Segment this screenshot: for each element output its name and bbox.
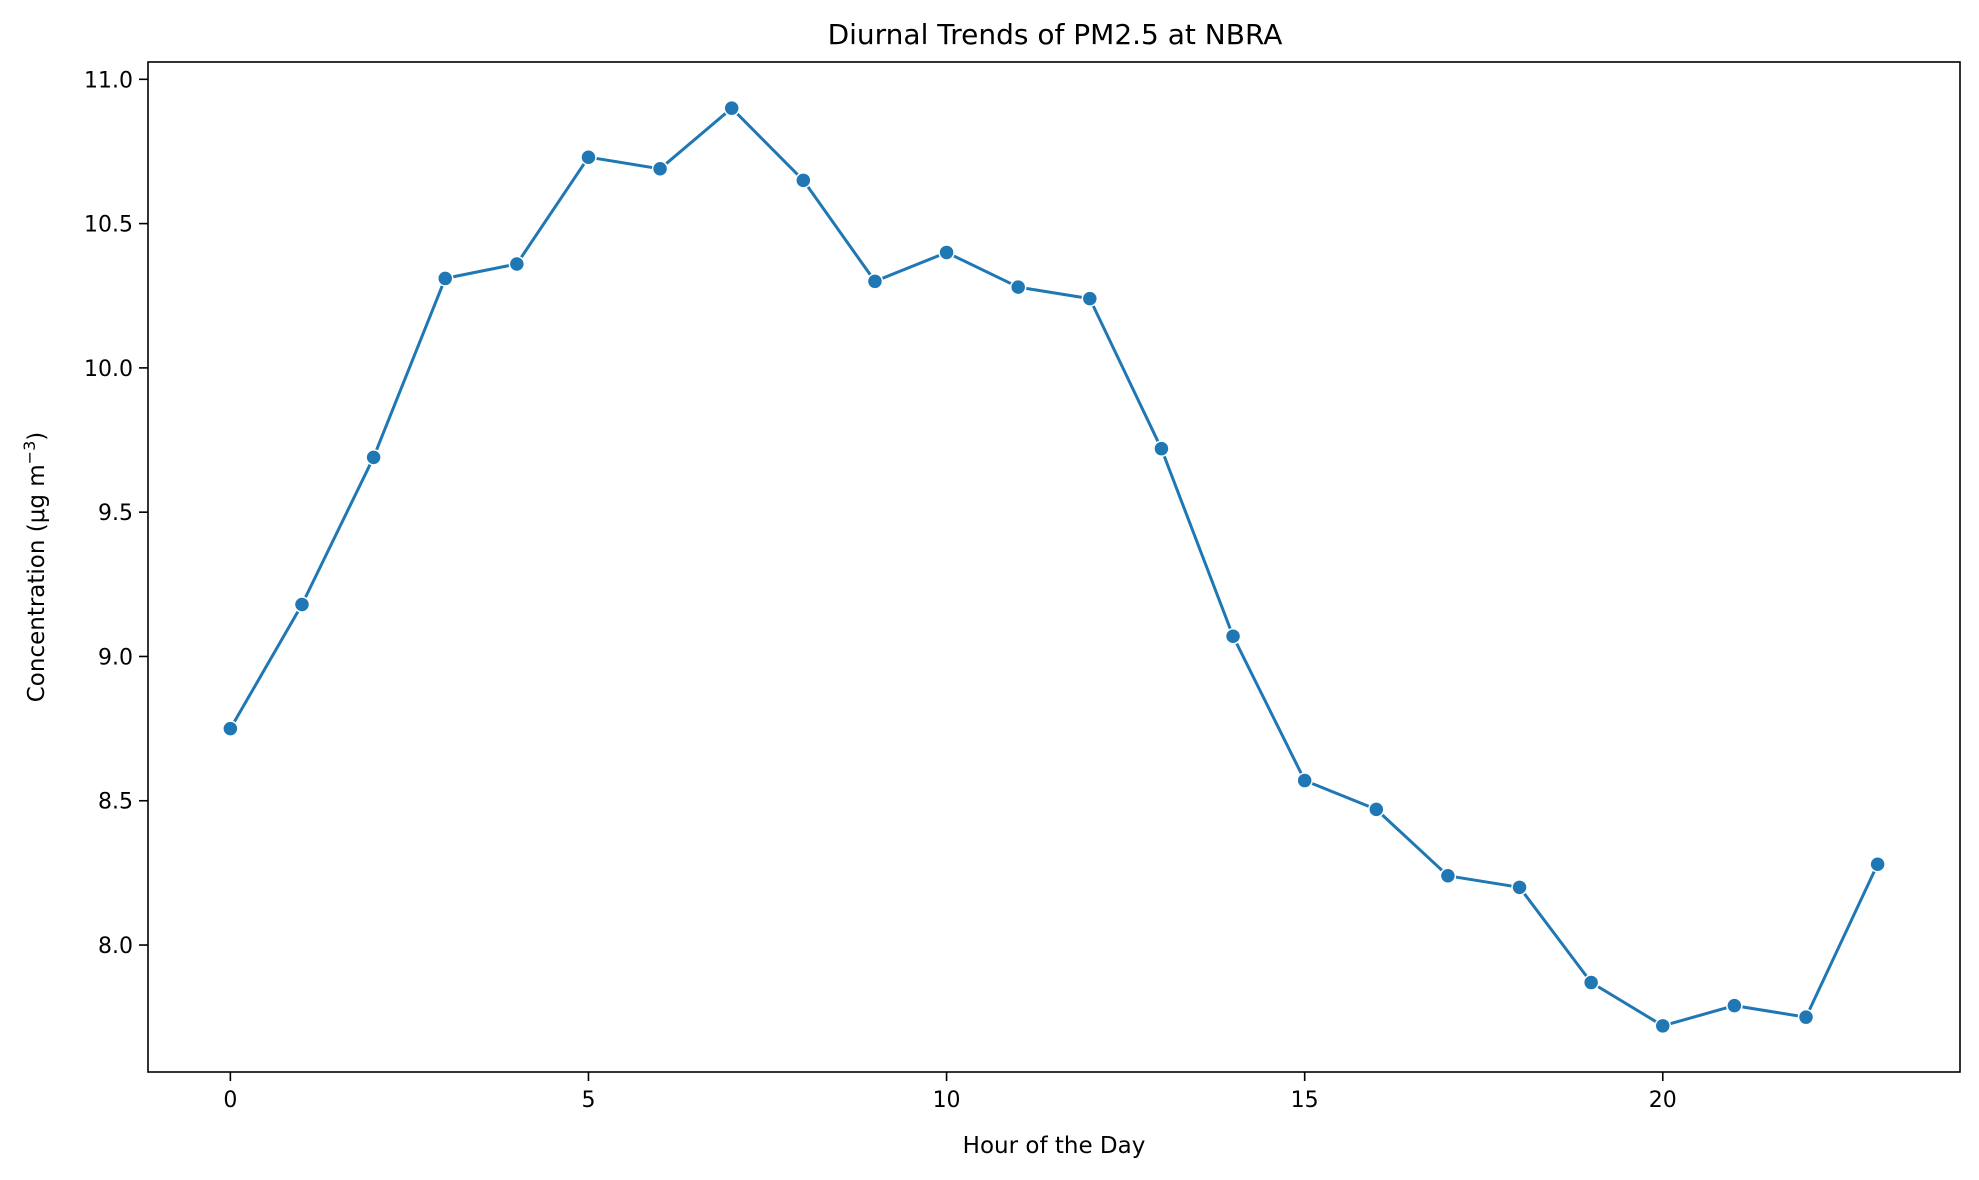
- data-point: [508, 255, 526, 273]
- chart-title: Diurnal Trends of PM2.5 at NBRA: [828, 18, 1283, 51]
- data-point: [938, 244, 955, 261]
- data-point: [1009, 278, 1027, 296]
- y-tick-label: 8.5: [98, 790, 133, 815]
- data-point: [293, 596, 311, 613]
- series-line: [229, 106, 1879, 1028]
- plot-area-frame: [147, 61, 1961, 1073]
- data-point: [1081, 290, 1099, 307]
- x-tick-label: 0: [223, 1088, 237, 1113]
- data-point: [1224, 628, 1242, 645]
- data-point: [1511, 879, 1528, 896]
- data-point: [651, 160, 669, 178]
- y-tick-label: 9.0: [98, 645, 133, 670]
- data-point: [723, 99, 740, 117]
- data-point: [1153, 440, 1170, 457]
- data-point: [1726, 997, 1743, 1014]
- y-tick-label: 10.5: [84, 213, 133, 238]
- series-layer: [222, 99, 1886, 1035]
- x-tick-label: 20: [1649, 1088, 1677, 1113]
- y-axis-label-close: ): [24, 432, 50, 441]
- data-point: [1368, 801, 1385, 818]
- x-tick-label: 10: [933, 1088, 961, 1113]
- data-point: [365, 449, 382, 466]
- data-point: [1582, 974, 1600, 991]
- y-tick-label: 9.5: [98, 501, 133, 526]
- y-tick-label: 11.0: [84, 68, 133, 93]
- y-axis-ticks: 8.0 8.5 9.0 9.5 10.0 10.5 11.0: [84, 68, 148, 959]
- data-point: [1296, 772, 1313, 789]
- x-axis-label: Hour of the Day: [963, 1133, 1146, 1159]
- y-axis-label: Concentration (μg m−3): [20, 432, 50, 703]
- data-point: [436, 270, 454, 287]
- y-axis-label-superscript: −3: [20, 441, 39, 465]
- data-point: [222, 720, 239, 737]
- data-point: [1439, 867, 1457, 885]
- data-point: [795, 172, 812, 189]
- data-point: [1797, 1008, 1815, 1026]
- data-point: [866, 273, 884, 290]
- y-axis-label-main: Concentration (μg m: [24, 464, 50, 702]
- data-point: [1654, 1017, 1672, 1035]
- y-tick-label: 10.0: [84, 357, 133, 382]
- x-axis-ticks: 0 5 10 15 20: [223, 1072, 1677, 1113]
- x-tick-label: 15: [1291, 1088, 1319, 1113]
- y-tick-label: 8.0: [98, 934, 133, 959]
- data-point: [580, 148, 597, 166]
- data-point: [1869, 855, 1886, 873]
- x-tick-label: 5: [581, 1088, 595, 1113]
